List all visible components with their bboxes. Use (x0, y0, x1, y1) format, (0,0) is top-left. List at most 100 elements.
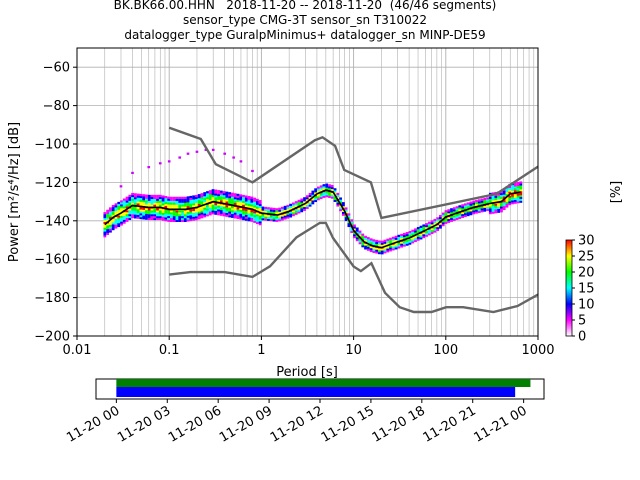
heatmap-cell (250, 196, 254, 199)
heatmap-cell (203, 192, 207, 195)
heatmap-cell (247, 213, 251, 216)
heatmap-cell (364, 247, 367, 250)
outlier-cell (186, 152, 190, 155)
heatmap-cell (242, 204, 245, 207)
heatmap-cell (167, 204, 171, 207)
heatmap-cell (200, 206, 204, 209)
heatmap-cell (389, 249, 392, 252)
heatmap-cell (103, 221, 107, 224)
heatmap-cell (397, 244, 401, 247)
heatmap-cell (439, 226, 442, 229)
heatmap-cell (283, 207, 287, 210)
heatmap-cell (488, 200, 492, 203)
heatmap-cell (228, 194, 232, 197)
heatmap-cell (333, 190, 337, 193)
heatmap-cell (183, 214, 187, 217)
heatmap-cell (400, 241, 403, 244)
heatmap-cell (497, 193, 501, 196)
heatmap-cell (194, 196, 198, 200)
heatmap-cell (447, 220, 451, 223)
heatmap-cell (491, 203, 495, 207)
heatmap-cell (214, 204, 218, 208)
heatmap-cell (513, 184, 517, 187)
heatmap-cell (128, 200, 132, 203)
heatmap-cell (175, 217, 179, 221)
heatmap-cell (139, 216, 143, 220)
heatmap-cell (181, 212, 184, 215)
heatmap-cell (131, 214, 134, 217)
heatmap-cell (511, 198, 514, 201)
heatmap-cell (366, 237, 370, 240)
heatmap-cell (258, 219, 262, 222)
heatmap-cell (203, 199, 207, 203)
heatmap-cell (158, 214, 162, 217)
heatmap-cell (278, 217, 281, 220)
heatmap-cell (353, 228, 356, 231)
heatmap-cell (197, 194, 201, 197)
heatmap-cell (463, 207, 467, 210)
heatmap-cell (189, 199, 193, 202)
heatmap-cell (233, 202, 237, 206)
heatmap-cell (419, 233, 423, 236)
heatmap-cell (469, 205, 473, 208)
heatmap-cell (441, 222, 445, 225)
heatmap-cell (167, 210, 171, 213)
heatmap-cell (411, 241, 415, 244)
heatmap-cell (131, 200, 134, 203)
heatmap-cell (203, 209, 207, 212)
heatmap-cell (439, 218, 442, 221)
heatmap-cell (231, 215, 234, 218)
heatmap-cell (114, 210, 118, 214)
heatmap-cell (150, 198, 154, 201)
heatmap-cell (497, 197, 501, 200)
heatmap-cell (389, 247, 392, 250)
heatmap-cell (197, 207, 201, 210)
heatmap-cell (344, 211, 348, 214)
heatmap-cell (158, 204, 162, 207)
heatmap-cell (111, 212, 115, 215)
heatmap-cell (483, 197, 487, 201)
heatmap-cell (488, 208, 492, 211)
heatmap-cell (433, 226, 437, 229)
heatmap-cell (103, 227, 107, 230)
heatmap-cell (380, 252, 384, 255)
heatmap-cell (178, 204, 182, 207)
heatmap-cell (231, 202, 234, 205)
heatmap-cell (233, 208, 237, 211)
heatmap-cell (361, 235, 365, 238)
heatmap-cell (255, 200, 259, 203)
heatmap-cell (233, 197, 237, 200)
heatmap-cell (480, 198, 484, 201)
heatmap-cell (211, 212, 215, 215)
heatmap-cell (225, 199, 229, 202)
heatmap-cell (183, 204, 187, 207)
heatmap-cell (444, 219, 448, 222)
heatmap-cell (319, 187, 323, 190)
heatmap-cell (411, 233, 415, 236)
heatmap-cell (303, 201, 306, 204)
heatmap-cell (131, 212, 134, 215)
heatmap-cell (497, 204, 501, 208)
heatmap-cell (308, 192, 312, 196)
heatmap-cell (164, 196, 168, 199)
heatmap-cell (255, 216, 259, 219)
heatmap-cell (394, 245, 398, 248)
heatmap-cell (444, 221, 448, 224)
heatmap-cell (214, 199, 218, 202)
heatmap-cell (109, 230, 112, 233)
heatmap-cell (183, 196, 187, 199)
heatmap-cell (466, 210, 470, 213)
heatmap-cell (211, 202, 215, 205)
heatmap-cell (316, 186, 320, 189)
heatmap-cell (316, 194, 320, 197)
heatmap-cell (170, 204, 173, 207)
heatmap-cell (150, 210, 154, 213)
heatmap-cell (214, 202, 218, 206)
heatmap-cell (197, 213, 201, 216)
heatmap-cell (330, 192, 334, 195)
heatmap-cell (355, 237, 359, 240)
heatmap-cell (239, 196, 243, 199)
heatmap-cell (461, 211, 465, 215)
heatmap-cell (300, 208, 304, 211)
heatmap-cell (258, 207, 262, 210)
